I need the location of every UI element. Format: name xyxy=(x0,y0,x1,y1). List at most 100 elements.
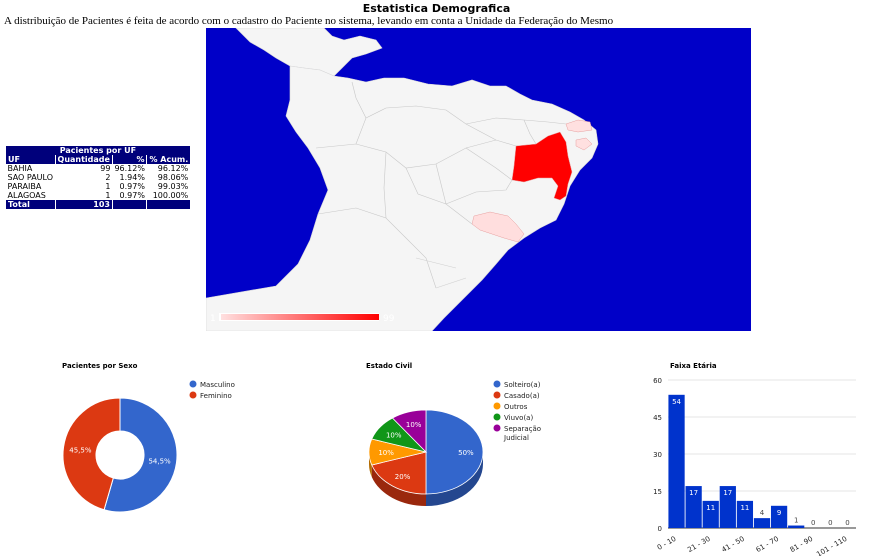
pie-slice-side xyxy=(426,452,483,506)
bar[interactable] xyxy=(736,500,754,528)
y-tick-label: 45 xyxy=(653,414,662,422)
civil-chart: Estado Civil Solteiro(a) Casado(a) Outros V… xyxy=(360,356,560,526)
pct-cell: 1.94% xyxy=(119,173,145,182)
pct-col-header: % xyxy=(111,155,147,164)
x-tick-label: 41 - 50 xyxy=(720,535,745,554)
x-tick-label: 81 - 90 xyxy=(789,535,814,554)
legend-marker xyxy=(493,391,501,399)
uf-cell: ALAGOAS xyxy=(7,191,46,200)
qtd-cell: 1 xyxy=(105,182,111,191)
pie-slice[interactable] xyxy=(371,451,427,495)
donut-slice[interactable] xyxy=(103,397,178,513)
age-chart-title: Faixa Etária xyxy=(670,362,717,370)
pct-cell: 0.97% xyxy=(119,191,145,200)
south-america-land xyxy=(205,65,599,332)
uf-cell: SAO PAULO xyxy=(7,173,54,182)
page-title: Estatistica Demografica xyxy=(362,2,511,15)
total-value: 103 xyxy=(54,200,113,209)
bar[interactable] xyxy=(719,486,736,528)
legend-marker xyxy=(493,413,501,421)
bar-value-label: 4 xyxy=(760,509,765,517)
pct-cell: 0.97% xyxy=(119,182,145,191)
table-row: PARAIBA 1 0.97% 99.03% xyxy=(6,182,191,191)
bar[interactable] xyxy=(685,486,702,528)
qtd-cell: 2 xyxy=(105,173,111,182)
uf-table-caption: Pacientes por UF xyxy=(5,146,191,155)
uf-cell: BAHIA xyxy=(7,164,33,173)
legend-marker xyxy=(493,380,501,388)
y-tick-label: 60 xyxy=(653,377,662,385)
legend-marker xyxy=(493,402,501,410)
bar-value-label: 0 xyxy=(845,519,849,527)
state-borders xyxy=(315,81,567,289)
bar[interactable] xyxy=(702,500,719,528)
qtd-cell: 99 xyxy=(100,164,111,173)
qtd-col-header: Quantidade xyxy=(54,155,113,164)
pct-cell: 96.12% xyxy=(114,164,145,173)
geo-map[interactable]: 1 99 xyxy=(205,27,751,332)
acum-cell: 96.12% xyxy=(157,164,189,173)
alagoas-state[interactable] xyxy=(575,137,593,151)
table-row: ALAGOAS 1 0.97% 100.00% xyxy=(6,191,191,200)
country-borders xyxy=(415,257,467,289)
bar-value-label: 0 xyxy=(828,519,832,527)
acum-cell: 99.03% xyxy=(157,182,189,191)
central-america-land xyxy=(235,27,383,77)
pie-slice-side xyxy=(371,464,426,506)
bar[interactable] xyxy=(668,394,685,528)
map-svg: 1 99 xyxy=(205,27,751,332)
pie-slice-side xyxy=(369,452,372,477)
sex-chart: Pacientes por Sexo Masculino Feminino 54,… xyxy=(56,356,256,526)
scale-min-label: 1 xyxy=(210,314,216,324)
civil-chart-title: Estado Civil xyxy=(366,362,412,370)
total-label: Total xyxy=(5,200,56,209)
bar[interactable] xyxy=(770,505,788,528)
color-scale-bar xyxy=(221,314,379,320)
bar-value-label: 11 xyxy=(740,504,749,512)
acum-cell: 98.06% xyxy=(157,173,189,182)
civil-pie-svg: Estado Civil Solteiro(a) Casado(a) Outros V… xyxy=(366,362,541,506)
legend-marker xyxy=(189,391,197,399)
uf-cell: PARAIBA xyxy=(7,182,42,191)
pie-slice[interactable] xyxy=(391,409,427,453)
table-row: BAHIA 99 96.12% 96.12% xyxy=(6,164,191,173)
y-tick-label: 0 xyxy=(658,525,662,533)
scale-max-label: 99 xyxy=(383,314,395,324)
legend-label: Casado(a) xyxy=(504,392,540,400)
bar-value-label: 54 xyxy=(672,398,681,406)
slice-label: 50% xyxy=(458,449,474,457)
slice-label: 10% xyxy=(406,421,422,429)
acum-col-header: % Acum. xyxy=(146,155,191,164)
acum-cell: 100.00% xyxy=(152,191,189,200)
legend-label: Masculino xyxy=(200,381,235,389)
x-tick-label: 101 - 110 xyxy=(815,535,848,556)
legend-label: Viuvo(a) xyxy=(504,414,533,422)
y-tick-label: 15 xyxy=(653,488,662,496)
x-tick-label: 21 - 30 xyxy=(686,535,711,554)
uf-table: Pacientes por UF UF Quantidade % % Acum.… xyxy=(5,146,191,209)
pie-slice[interactable] xyxy=(425,409,484,495)
table-row: SAO PAULO 2 1.94% 98.06% xyxy=(6,173,191,182)
legend-label: Feminino xyxy=(200,392,232,400)
x-tick-label: 61 - 70 xyxy=(755,535,780,554)
slice-label: 10% xyxy=(378,449,394,457)
bar[interactable] xyxy=(788,525,805,528)
uf-col-header: UF xyxy=(5,155,56,164)
slice-label: 54,5% xyxy=(148,458,171,466)
paraiba-state[interactable] xyxy=(565,119,593,133)
donut-slice[interactable] xyxy=(62,397,121,511)
bar[interactable] xyxy=(753,518,771,528)
bar-value-label: 1 xyxy=(794,517,798,525)
bar-value-label: 17 xyxy=(723,489,732,497)
x-tick-label: 0 - 10 xyxy=(656,535,678,552)
bahia-state[interactable] xyxy=(511,131,573,201)
slice-label: 10% xyxy=(386,432,402,440)
bar-value-label: 11 xyxy=(706,504,715,512)
legend-label-cont: Judicial xyxy=(503,434,529,442)
bar-value-label: 17 xyxy=(689,489,698,497)
legend-label: Separação xyxy=(504,425,541,433)
sao-paulo-state[interactable] xyxy=(471,211,525,243)
sex-donut-svg: Pacientes por Sexo Masculino Feminino 54,… xyxy=(62,362,235,513)
age-chart: Faixa Etária 0 15 30 45 60 54 17 11 17 11 4 9 1 0 0 0 … xyxy=(640,356,868,556)
total-empty-cell xyxy=(146,200,191,209)
